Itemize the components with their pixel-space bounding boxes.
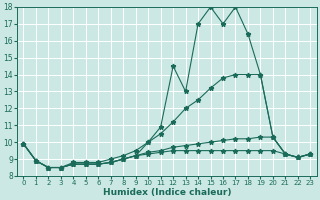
X-axis label: Humidex (Indice chaleur): Humidex (Indice chaleur)	[103, 188, 231, 197]
